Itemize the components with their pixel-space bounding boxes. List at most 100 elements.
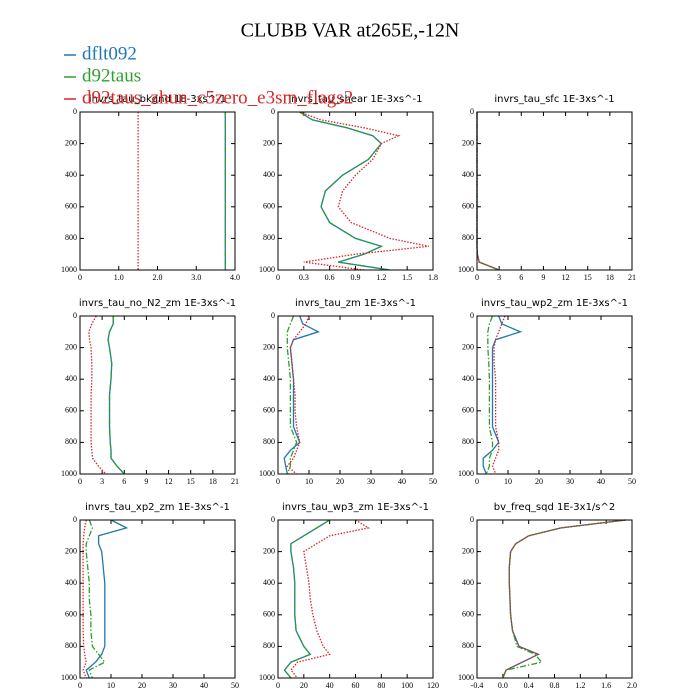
profile-line <box>476 112 500 271</box>
y-tick-label: 200 <box>462 546 474 555</box>
x-tick-label: 3 <box>100 477 104 486</box>
y-tick-label: 600 <box>462 406 474 415</box>
x-tick-label: 0 <box>276 273 280 282</box>
x-tick-label: 40 <box>398 477 406 486</box>
y-tick-label: 800 <box>65 437 77 446</box>
x-tick-label: 0 <box>78 477 82 486</box>
y-tick-label: 600 <box>263 610 275 619</box>
x-tick-label: 80 <box>377 681 385 690</box>
plot-frame <box>277 519 434 679</box>
y-tick-label: 200 <box>462 342 474 351</box>
x-tick-label: 20 <box>138 681 146 690</box>
x-tick-label: 0 <box>78 681 82 690</box>
plot-frame <box>79 519 236 679</box>
y-tick-label: 0 <box>271 515 275 524</box>
x-tick-label: 0.4 <box>524 681 534 690</box>
plot-frame <box>79 315 236 475</box>
y-tick-label: 600 <box>65 406 77 415</box>
y-tick-label: 0 <box>73 311 77 320</box>
x-tick-label: 40 <box>200 681 208 690</box>
x-tick-label: 50 <box>429 477 437 486</box>
profile-line <box>476 112 500 271</box>
y-tick-label: 0 <box>73 515 77 524</box>
panel-title: invrs_tau_wp2_zm 1E-3xs^-1 <box>481 298 628 309</box>
x-tick-label: 20 <box>535 477 543 486</box>
y-tick-label: 400 <box>263 374 275 383</box>
plot-frame <box>79 111 236 271</box>
y-tick-label: 1000 <box>458 469 474 478</box>
y-tick-label: 800 <box>462 641 474 650</box>
y-tick-label: 1000 <box>259 265 275 274</box>
x-tick-label: 30 <box>566 477 574 486</box>
y-tick-label: 1000 <box>458 673 474 682</box>
y-tick-label: 600 <box>263 406 275 415</box>
y-tick-label: 400 <box>462 578 474 587</box>
y-tick-label: 800 <box>65 641 77 650</box>
x-tick-label: 15 <box>187 477 195 486</box>
x-tick-label: 1.2 <box>575 681 585 690</box>
profile-line <box>283 315 321 475</box>
x-tick-label: 0 <box>276 681 280 690</box>
x-tick-label: 18 <box>209 477 217 486</box>
x-tick-label: 12 <box>562 273 570 282</box>
profile-line <box>82 519 87 679</box>
profile-line <box>85 519 129 679</box>
x-tick-label: 120 <box>427 681 439 690</box>
x-tick-label: 20 <box>300 681 308 690</box>
x-tick-label: 100 <box>401 681 413 690</box>
y-tick-label: 1000 <box>61 265 77 274</box>
profile-line <box>299 111 391 271</box>
x-tick-label: 10 <box>107 681 115 690</box>
y-tick-label: 200 <box>263 342 275 351</box>
panel-title: bv_freq_sqd 1E-3x1/s^2 <box>494 502 616 513</box>
y-tick-label: 1000 <box>61 673 77 682</box>
y-tick-label: 400 <box>462 170 474 179</box>
y-tick-label: 0 <box>73 107 77 116</box>
y-tick-label: 800 <box>263 437 275 446</box>
y-tick-label: 800 <box>263 233 275 242</box>
y-tick-label: 200 <box>263 546 275 555</box>
y-tick-label: 400 <box>65 170 77 179</box>
panel-title: invrs_tau_no_N2_zm 1E-3xs^-1 <box>79 298 236 309</box>
x-tick-label: 40 <box>326 681 334 690</box>
profile-line <box>283 519 331 679</box>
y-tick-label: 200 <box>65 138 77 147</box>
legend-label: d92taus <box>82 65 141 86</box>
x-tick-label: 10 <box>504 477 512 486</box>
plot-frame <box>277 315 434 475</box>
y-tick-label: 0 <box>470 107 474 116</box>
panel-title: invrs_tau_zm 1E-3xs^-1 <box>295 298 416 309</box>
y-tick-label: 800 <box>65 233 77 242</box>
profile-line <box>88 315 107 475</box>
y-tick-label: 400 <box>263 578 275 587</box>
x-tick-label: 1.2 <box>376 273 386 282</box>
x-tick-label: 21 <box>628 273 636 282</box>
x-tick-label: 1.0 <box>114 273 124 282</box>
x-tick-label: 30 <box>367 477 375 486</box>
profile-line <box>299 111 391 271</box>
y-tick-label: 1000 <box>458 265 474 274</box>
x-tick-label: 20 <box>336 477 344 486</box>
y-tick-label: 1000 <box>259 469 275 478</box>
y-tick-label: 600 <box>462 202 474 211</box>
x-tick-label: 2.0 <box>153 273 163 282</box>
x-tick-label: 30 <box>169 681 177 690</box>
profile-line <box>299 111 429 271</box>
y-tick-label: 0 <box>271 107 275 116</box>
profile-line <box>476 112 500 271</box>
y-tick-label: 0 <box>470 515 474 524</box>
y-tick-label: 600 <box>65 202 77 211</box>
x-tick-label: 0.0 <box>498 681 508 690</box>
y-tick-label: 800 <box>263 641 275 650</box>
x-tick-label: 9 <box>541 273 545 282</box>
profile-line <box>502 519 626 679</box>
y-tick-label: 800 <box>462 437 474 446</box>
x-tick-label: 9 <box>144 477 148 486</box>
profile-line <box>502 519 626 679</box>
x-tick-label: 0.8 <box>550 681 560 690</box>
profile-line <box>485 315 494 475</box>
y-tick-label: 200 <box>462 138 474 147</box>
y-tick-label: 600 <box>462 610 474 619</box>
x-tick-label: 0 <box>78 273 82 282</box>
profile-line <box>85 519 106 679</box>
